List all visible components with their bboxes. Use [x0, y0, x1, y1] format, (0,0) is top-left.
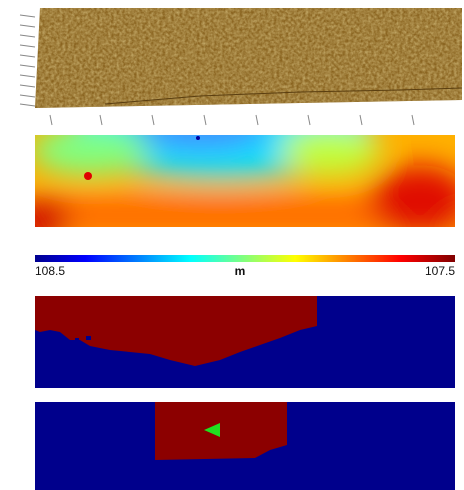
terrain-edge — [104, 87, 463, 105]
colorbar-unit: m — [235, 264, 246, 278]
terrain-panel — [19, 8, 463, 126]
binary-map-1 — [35, 296, 455, 388]
binary-map-2 — [35, 402, 455, 490]
colorbar-right-label: 107.5 — [425, 264, 455, 278]
terrain-ticks — [19, 14, 415, 126]
colorbar-left-label: 108.5 — [35, 264, 65, 278]
marker — [204, 423, 220, 437]
colorbar: 108.5 m 107.5 — [35, 255, 455, 278]
colorbar-gradient — [35, 255, 455, 262]
terrain-texture — [35, 8, 462, 108]
elevation-heatmap — [35, 135, 455, 227]
